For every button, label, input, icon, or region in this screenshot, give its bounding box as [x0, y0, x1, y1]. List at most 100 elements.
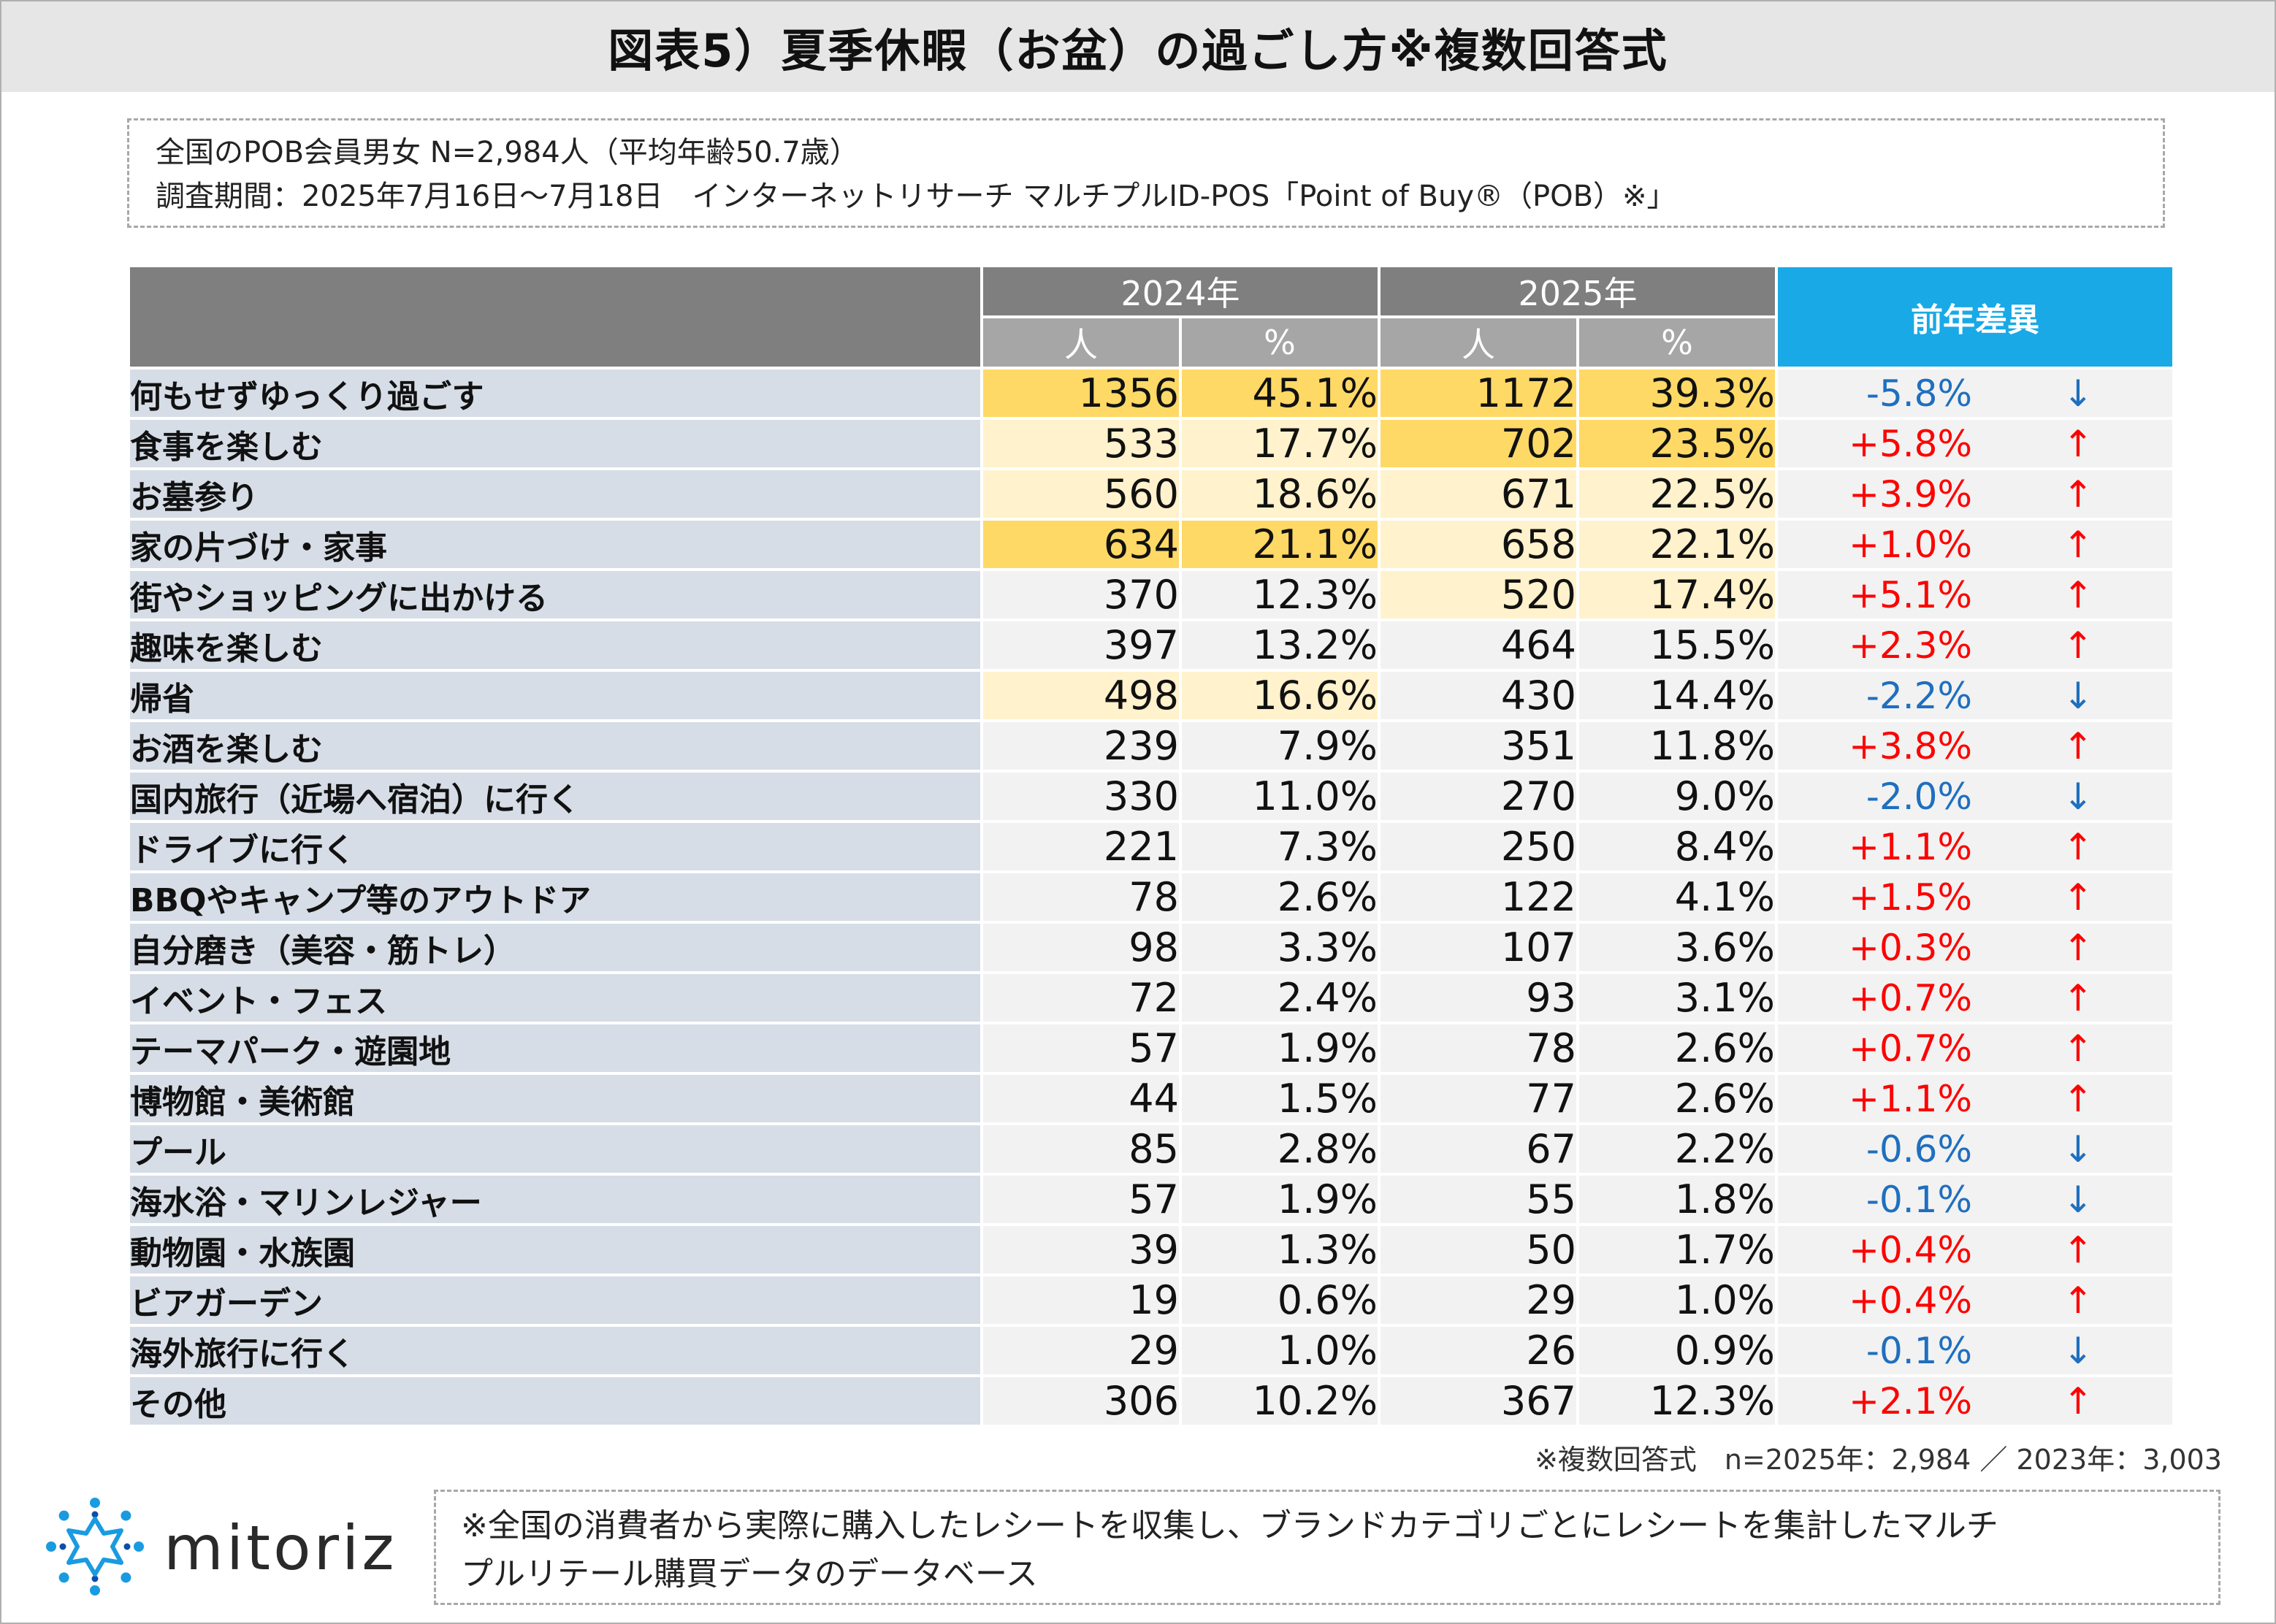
people-2025: 26 [1381, 1327, 1576, 1374]
pct-2024: 10.2% [1182, 1377, 1378, 1425]
yoy-diff-value: -2.2% [1866, 674, 1972, 717]
arrow-up-icon: ↑ [2063, 1027, 2093, 1070]
row-label: 自分磨き（美容・筋トレ） [130, 924, 980, 971]
table-row: BBQやキャンプ等のアウトドア 78 2.6% 122 4.1% +1.5% ↑ [130, 873, 2172, 921]
pct-2024: 21.1% [1182, 521, 1378, 568]
yoy-diff-value: +2.3% [1849, 624, 1972, 667]
arrow-up-icon: ↑ [2063, 724, 2093, 767]
people-2025: 78 [1381, 1024, 1576, 1072]
mitoriz-logo-icon [45, 1497, 145, 1599]
arrow-up-icon: ↑ [2063, 422, 2093, 465]
table-row: 博物館・美術館 44 1.5% 77 2.6% +1.1% ↑ [130, 1075, 2172, 1122]
header-year-2024: 2024年 [983, 267, 1378, 315]
mitoriz-logo: mitoriz [45, 1497, 397, 1599]
pct-2025: 39.3% [1579, 369, 1775, 417]
yoy-diff-cell: +2.1% ↑ [1778, 1377, 2172, 1425]
table-row: 趣味を楽しむ 397 13.2% 464 15.5% +2.3% ↑ [130, 621, 2172, 669]
pct-2024: 1.9% [1182, 1024, 1378, 1072]
yoy-diff-cell: +3.8% ↑ [1778, 722, 2172, 770]
pct-2025: 9.0% [1579, 773, 1775, 820]
header-year-2025: 2025年 [1381, 267, 1775, 315]
people-2024: 72 [983, 974, 1179, 1022]
yoy-diff-value: +1.0% [1849, 523, 1972, 566]
row-label: 食事を楽しむ [130, 420, 980, 467]
people-2024: 330 [983, 773, 1179, 820]
people-2025: 93 [1381, 974, 1576, 1022]
row-label: お墓参り [130, 470, 980, 518]
yoy-diff-value: +0.3% [1849, 926, 1972, 969]
table-row: 海外旅行に行く 29 1.0% 26 0.9% -0.1% ↓ [130, 1327, 2172, 1374]
yoy-diff-value: +1.1% [1849, 825, 1972, 868]
people-2024: 533 [983, 420, 1179, 467]
yoy-diff-value: +0.4% [1849, 1279, 1972, 1322]
arrow-down-icon: ↓ [2063, 1127, 2093, 1171]
people-2024: 634 [983, 521, 1179, 568]
pct-2025: 3.6% [1579, 924, 1775, 971]
row-label: 街やショッピングに出かける [130, 571, 980, 618]
arrow-up-icon: ↑ [2063, 1379, 2093, 1422]
people-2024: 370 [983, 571, 1179, 618]
arrow-up-icon: ↑ [2063, 825, 2093, 868]
yoy-diff-cell: +0.4% ↑ [1778, 1276, 2172, 1324]
people-2024: 39 [983, 1226, 1179, 1273]
pct-2025: 2.6% [1579, 1024, 1775, 1072]
arrow-down-icon: ↓ [2063, 372, 2093, 415]
table-row: 街やショッピングに出かける 370 12.3% 520 17.4% +5.1% ↑ [130, 571, 2172, 618]
footnote-line-1: ※全国の消費者から実際に購入したレシートを収集し、ブランドカテゴリごとにレシート… [461, 1507, 1998, 1544]
row-label: その他 [130, 1377, 980, 1425]
arrow-up-icon: ↑ [2063, 1279, 2093, 1322]
yoy-diff-cell: -0.6% ↓ [1778, 1125, 2172, 1173]
yoy-diff-value: +0.7% [1849, 976, 1972, 1019]
people-2025: 1172 [1381, 369, 1576, 417]
yoy-diff-value: +3.8% [1849, 724, 1972, 767]
people-2024: 1356 [983, 369, 1179, 417]
row-label: 国内旅行（近場へ宿泊）に行く [130, 773, 980, 820]
people-2025: 430 [1381, 672, 1576, 719]
table-row: 国内旅行（近場へ宿泊）に行く 330 11.0% 270 9.0% -2.0% ↓ [130, 773, 2172, 820]
pct-2025: 22.1% [1579, 521, 1775, 568]
arrow-up-icon: ↑ [2063, 976, 2093, 1019]
pct-2024: 3.3% [1182, 924, 1378, 971]
row-label: ドライブに行く [130, 823, 980, 870]
pct-2024: 2.6% [1182, 873, 1378, 921]
header-diff: 前年差異 [1778, 267, 2172, 367]
arrow-up-icon: ↑ [2063, 1228, 2093, 1271]
arrow-down-icon: ↓ [2063, 674, 2093, 717]
table-row: お墓参り 560 18.6% 671 22.5% +3.9% ↑ [130, 470, 2172, 518]
title-bar: 図表5）夏季休暇（お盆）の過ごし方※複数回答式 [1, 1, 2275, 92]
row-label: お酒を楽しむ [130, 722, 980, 770]
people-2025: 107 [1381, 924, 1576, 971]
people-2025: 367 [1381, 1377, 1576, 1425]
yoy-diff-cell: +5.1% ↑ [1778, 571, 2172, 618]
yoy-diff-value: +3.9% [1849, 472, 1972, 516]
pct-2024: 2.4% [1182, 974, 1378, 1022]
pct-2024: 16.6% [1182, 672, 1378, 719]
table-row: ドライブに行く 221 7.3% 250 8.4% +1.1% ↑ [130, 823, 2172, 870]
yoy-diff-cell: +2.3% ↑ [1778, 621, 2172, 669]
pct-2025: 12.3% [1579, 1377, 1775, 1425]
pct-2025: 23.5% [1579, 420, 1775, 467]
people-2025: 270 [1381, 773, 1576, 820]
pct-2024: 11.0% [1182, 773, 1378, 820]
yoy-diff-value: -0.6% [1866, 1127, 1972, 1171]
yoy-diff-cell: +1.1% ↑ [1778, 823, 2172, 870]
table-row: 海水浴・マリンレジャー 57 1.9% 55 1.8% -0.1% ↓ [130, 1176, 2172, 1223]
row-label: プール [130, 1125, 980, 1173]
pct-2024: 18.6% [1182, 470, 1378, 518]
people-2024: 78 [983, 873, 1179, 921]
pct-2025: 11.8% [1579, 722, 1775, 770]
row-label: 海水浴・マリンレジャー [130, 1176, 980, 1223]
row-label: BBQやキャンプ等のアウトドア [130, 873, 980, 921]
header-pct-2024: % [1182, 318, 1378, 367]
pct-2025: 22.5% [1579, 470, 1775, 518]
yoy-diff-value: +5.1% [1849, 573, 1972, 616]
pct-2024: 17.7% [1182, 420, 1378, 467]
people-2024: 306 [983, 1377, 1179, 1425]
table-row: 家の片づけ・家事 634 21.1% 658 22.1% +1.0% ↑ [130, 521, 2172, 568]
header-people-2024: 人 [983, 318, 1179, 367]
arrow-up-icon: ↑ [2063, 624, 2093, 667]
people-2024: 221 [983, 823, 1179, 870]
people-2025: 250 [1381, 823, 1576, 870]
people-2024: 397 [983, 621, 1179, 669]
pct-2025: 3.1% [1579, 974, 1775, 1022]
